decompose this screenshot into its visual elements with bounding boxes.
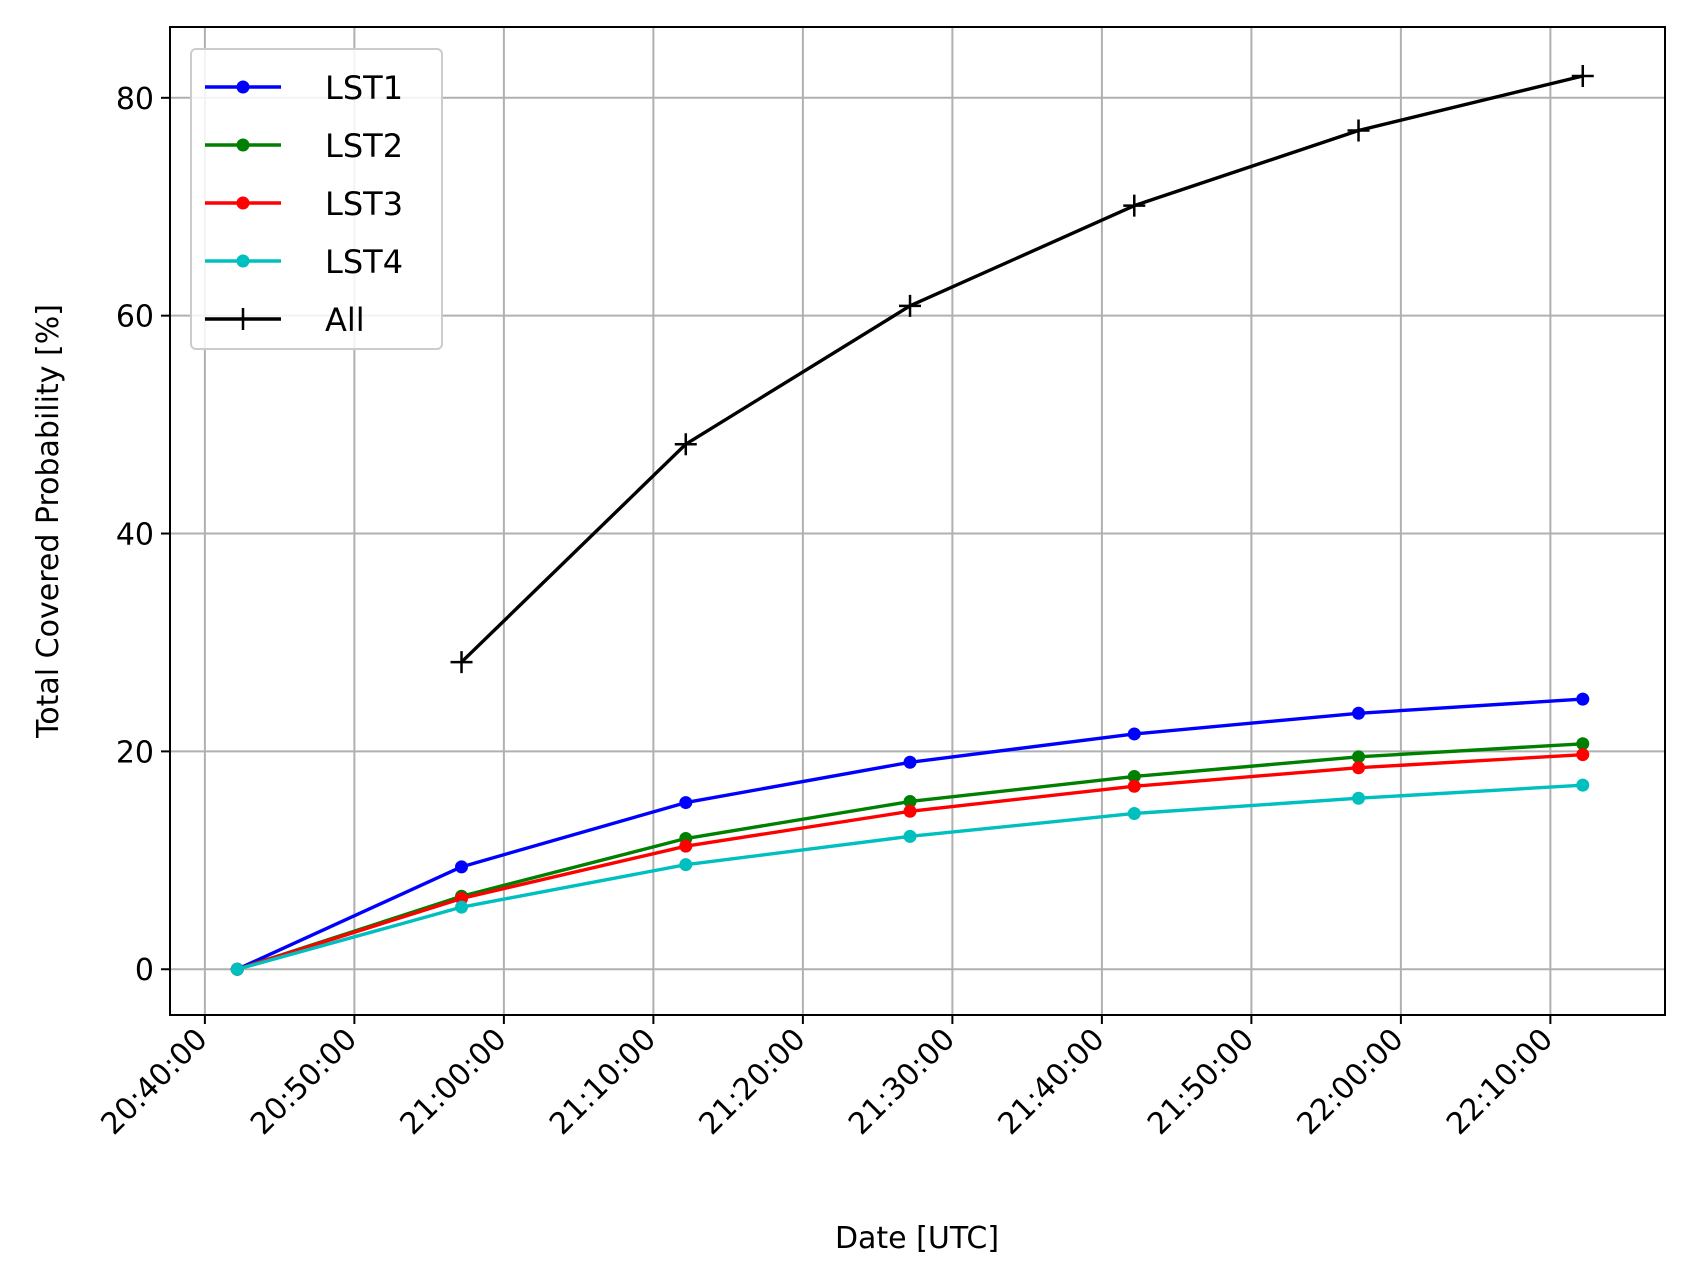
data-point-lst4: [230, 962, 244, 976]
legend-label-lst1: LST1: [325, 69, 403, 107]
data-point-lst1: [1352, 706, 1366, 720]
data-point-lst4: [1576, 778, 1590, 792]
legend-marker-lst2: [236, 138, 250, 152]
data-point-lst4: [679, 858, 693, 872]
data-point-all: [674, 433, 697, 456]
y-tick-label: 60: [116, 300, 154, 335]
data-point-all: [1347, 119, 1370, 142]
data-point-all: [899, 294, 922, 317]
data-point-lst2: [1352, 750, 1366, 764]
y-axis: 0 20 40 60 80: [116, 82, 170, 988]
data-point-lst2: [903, 794, 917, 808]
data-point-lst4: [903, 829, 917, 843]
x-axis-label: Date [UTC]: [835, 1221, 999, 1256]
y-tick-label: 80: [116, 82, 154, 117]
legend-label-lst2: LST2: [325, 127, 403, 165]
grid: [170, 27, 1665, 1015]
legend: LST1 LST2 LST3 LST4 All: [190, 48, 443, 350]
data-point-lst4: [1127, 806, 1141, 820]
data-point-lst1: [903, 755, 917, 769]
data-point-lst3: [1127, 779, 1141, 793]
series-line-all: [460, 74, 1584, 664]
legend-label-lst4: LST4: [325, 243, 403, 281]
data-point-lst1: [455, 860, 469, 874]
legend-box: [190, 48, 443, 350]
data-point-all: [450, 651, 473, 674]
y-tick-label: 20: [116, 735, 154, 770]
data-point-lst4: [1352, 791, 1366, 805]
y-tick-label: 0: [135, 953, 154, 988]
y-tick-label: 40: [116, 518, 154, 553]
data-point-lst3: [679, 839, 693, 853]
legend-marker-lst4: [236, 254, 250, 268]
legend-marker-all: [232, 308, 254, 330]
data-point-lst3: [1576, 748, 1590, 762]
data-point-lst4: [455, 900, 469, 914]
data-point-all: [1571, 65, 1594, 88]
data-point-lst1: [1127, 727, 1141, 741]
y-axis-label: Total Covered Probability [%]: [31, 304, 66, 739]
plot-frame: [169, 26, 1666, 1016]
data-point-lst3: [903, 804, 917, 818]
data-point-lst3: [1352, 761, 1366, 775]
data-point-lst1: [679, 796, 693, 810]
data-point-lst1: [1576, 692, 1590, 706]
legend-marker-lst3: [236, 196, 250, 210]
data-point-lst2: [1127, 769, 1141, 783]
data-point-all: [1123, 194, 1146, 217]
series-group: [230, 65, 1594, 976]
legend-label-lst3: LST3: [325, 185, 403, 223]
legend-marker-lst1: [236, 80, 250, 94]
data-point-lst2: [1576, 737, 1590, 751]
legend-label-all: All: [325, 301, 365, 339]
